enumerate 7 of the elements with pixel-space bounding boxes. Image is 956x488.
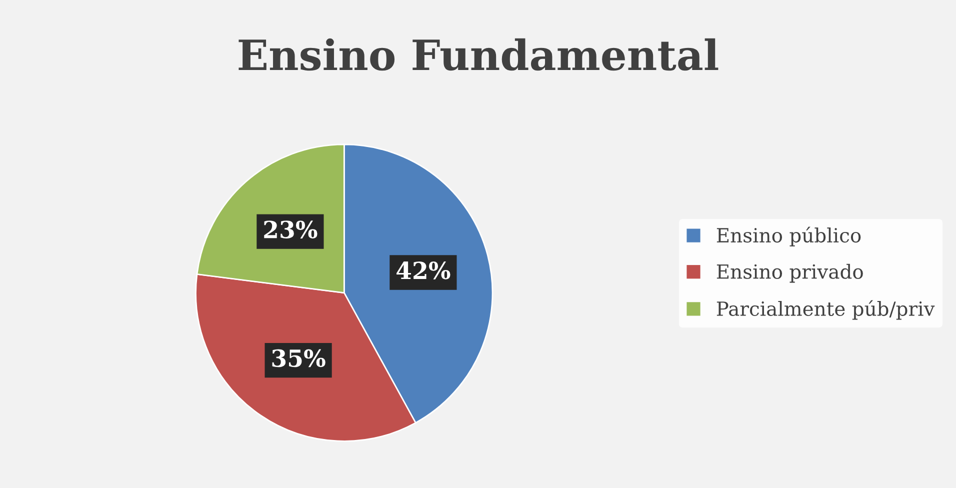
legend-label: Ensino público (716, 226, 861, 246)
data-label: 42% (396, 262, 450, 280)
chart-title: Ensino Fundamental (238, 38, 718, 71)
data-label: 35% (272, 349, 326, 368)
legend-label: Parcialmente púb/priv (716, 300, 935, 320)
data-label: 23% (264, 220, 318, 238)
legend-label: Ensino privado (716, 264, 863, 283)
